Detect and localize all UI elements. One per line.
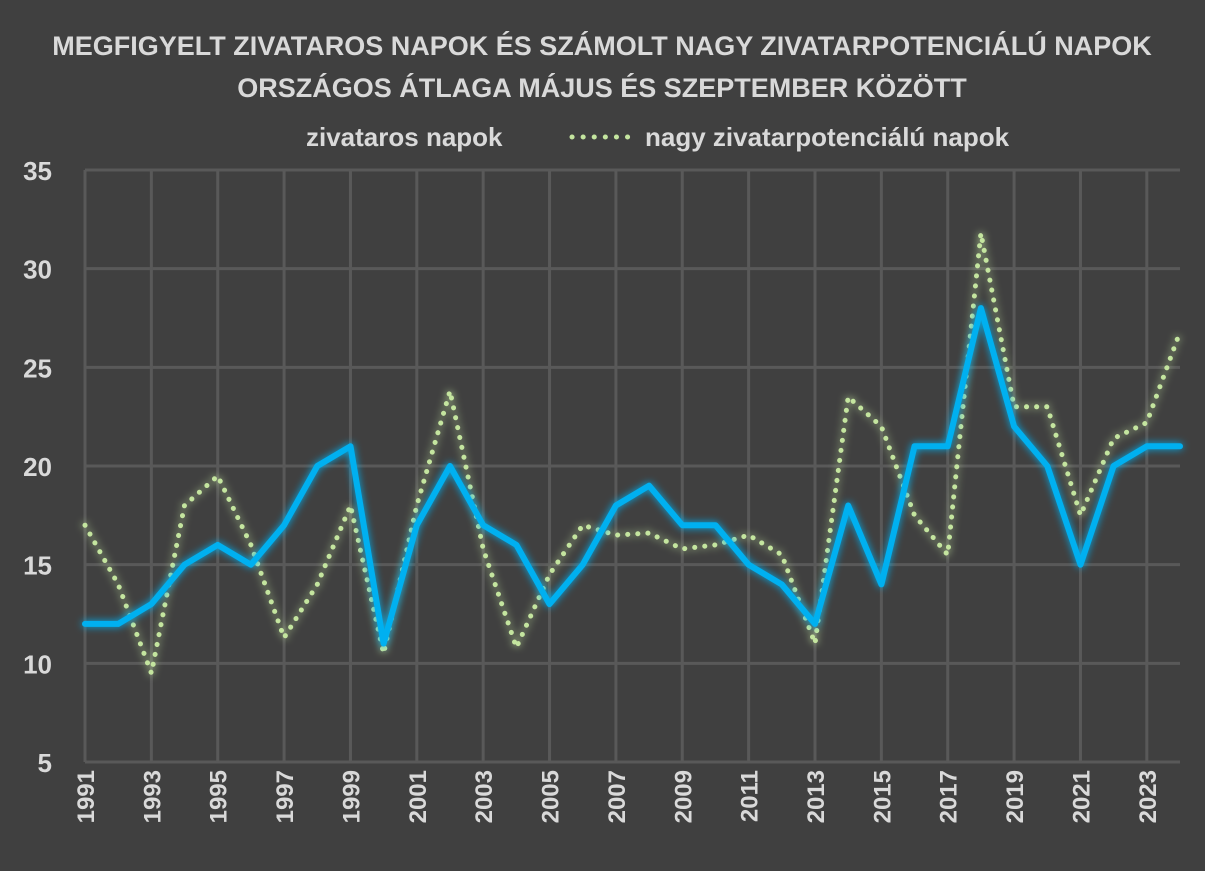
series-zivataros bbox=[82, 305, 1183, 647]
y-axis: 35 30 25 20 15 10 5 bbox=[23, 156, 52, 778]
x-tick-label: 2003 bbox=[471, 770, 498, 823]
x-tick-label: 1995 bbox=[206, 770, 233, 823]
x-tick-label: 1999 bbox=[338, 770, 365, 823]
x-tick-label: 2019 bbox=[1002, 770, 1029, 823]
y-tick-label: 20 bbox=[23, 452, 52, 482]
y-tick-label: 15 bbox=[23, 551, 52, 581]
chart-title: MEGFIGYELT ZIVATAROS NAPOK ÉS SZÁMOLT NA… bbox=[52, 30, 1152, 61]
legend-label-potencial: nagy zivatarpotenciálú napok bbox=[645, 122, 1010, 152]
x-tick-label: 2013 bbox=[803, 770, 830, 823]
chart-subtitle: ORSZÁGOS ÁTLAGA MÁJUS ÉS SZEPTEMBER KÖZÖ… bbox=[237, 72, 967, 103]
x-tick-label: 2017 bbox=[936, 770, 963, 823]
legend-label-zivataros: zivataros napok bbox=[306, 122, 503, 152]
x-tick-label: 1993 bbox=[139, 770, 166, 823]
legend: zivataros napok nagy zivatarpotenciálú n… bbox=[242, 122, 1010, 152]
y-tick-label: 25 bbox=[23, 353, 52, 383]
x-tick-label: 2009 bbox=[670, 770, 697, 823]
x-tick-label: 2001 bbox=[405, 770, 432, 823]
y-tick-label: 30 bbox=[23, 255, 52, 285]
x-tick-label: 2021 bbox=[1068, 770, 1095, 823]
x-tick-label: 1997 bbox=[272, 770, 299, 823]
x-tick-label: 2011 bbox=[737, 770, 764, 822]
x-tick-label: 1991 bbox=[73, 770, 100, 823]
y-tick-label: 35 bbox=[23, 156, 52, 186]
gridlines bbox=[83, 168, 1180, 764]
y-tick-label: 10 bbox=[23, 649, 52, 679]
series-line bbox=[82, 230, 1183, 676]
x-tick-label: 2005 bbox=[538, 770, 565, 823]
y-tick-label: 5 bbox=[38, 748, 52, 778]
x-tick-label: 2007 bbox=[604, 770, 631, 823]
series-line bbox=[82, 305, 1183, 647]
series-potencial bbox=[82, 230, 1183, 676]
x-tick-label: 2015 bbox=[869, 770, 896, 823]
x-axis: 1991 1993 1995 1997 1999 2001 2003 2005 2007 2009… bbox=[73, 770, 1162, 823]
plot-area bbox=[82, 230, 1183, 676]
x-tick-label: 2023 bbox=[1135, 770, 1162, 823]
